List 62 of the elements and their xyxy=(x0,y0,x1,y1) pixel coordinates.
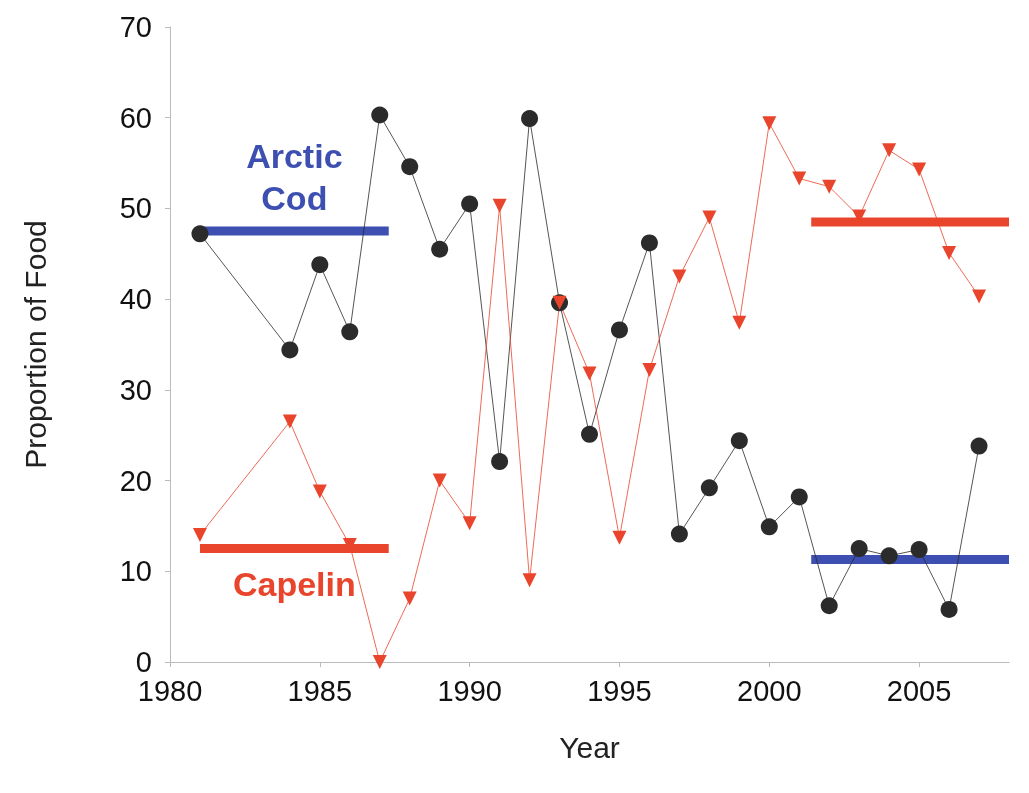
point xyxy=(610,321,628,339)
point xyxy=(432,473,447,488)
point xyxy=(191,225,209,243)
y-tick-label: 70 xyxy=(119,11,152,43)
point xyxy=(792,171,807,186)
x-axis-title: Year xyxy=(559,730,620,764)
y-axis-title: Proportion of Food xyxy=(18,220,52,469)
point xyxy=(730,432,748,450)
point xyxy=(582,366,597,381)
point xyxy=(371,106,389,124)
point xyxy=(282,414,297,429)
point xyxy=(970,437,988,455)
x-tick-label: 1990 xyxy=(437,674,502,707)
x-tick-label: 1985 xyxy=(287,674,353,707)
point xyxy=(880,547,898,565)
point xyxy=(760,518,778,536)
point xyxy=(882,143,897,158)
point xyxy=(192,528,207,542)
x-tick-label: 2005 xyxy=(886,674,952,707)
y-tick-label: 50 xyxy=(119,192,152,225)
point xyxy=(401,158,419,176)
y-tick-label: 20 xyxy=(119,464,152,497)
point xyxy=(431,240,449,258)
point xyxy=(702,210,717,225)
point xyxy=(822,179,837,194)
series-label: Arctic Cod xyxy=(246,137,343,218)
point xyxy=(940,600,958,618)
point xyxy=(672,269,687,284)
point xyxy=(850,540,868,558)
point xyxy=(640,234,658,252)
point xyxy=(311,256,329,274)
point xyxy=(462,516,477,531)
point xyxy=(670,525,688,543)
x-tick-label: 1995 xyxy=(587,674,652,707)
point xyxy=(790,488,808,506)
point xyxy=(492,198,507,213)
point xyxy=(281,341,299,359)
point xyxy=(581,425,598,443)
point xyxy=(700,479,718,497)
point xyxy=(972,289,987,304)
y-tick-label: 10 xyxy=(119,555,152,588)
point xyxy=(312,484,327,499)
point xyxy=(341,323,359,341)
point xyxy=(642,362,657,377)
point xyxy=(912,162,927,177)
y-tick-label: 60 xyxy=(119,101,152,134)
y-tick-label: 40 xyxy=(119,283,152,316)
point xyxy=(522,573,537,588)
x-tick-label: 2000 xyxy=(737,674,802,707)
point xyxy=(491,453,509,471)
point xyxy=(372,655,387,669)
point xyxy=(942,245,957,260)
point xyxy=(402,591,417,606)
point xyxy=(521,110,539,128)
y-tick-label: 30 xyxy=(119,373,152,406)
point xyxy=(910,541,928,559)
point xyxy=(461,195,479,213)
point xyxy=(762,116,777,131)
series-label: Capelin xyxy=(232,564,356,603)
point xyxy=(612,530,627,545)
point xyxy=(820,597,838,615)
point xyxy=(732,315,747,330)
